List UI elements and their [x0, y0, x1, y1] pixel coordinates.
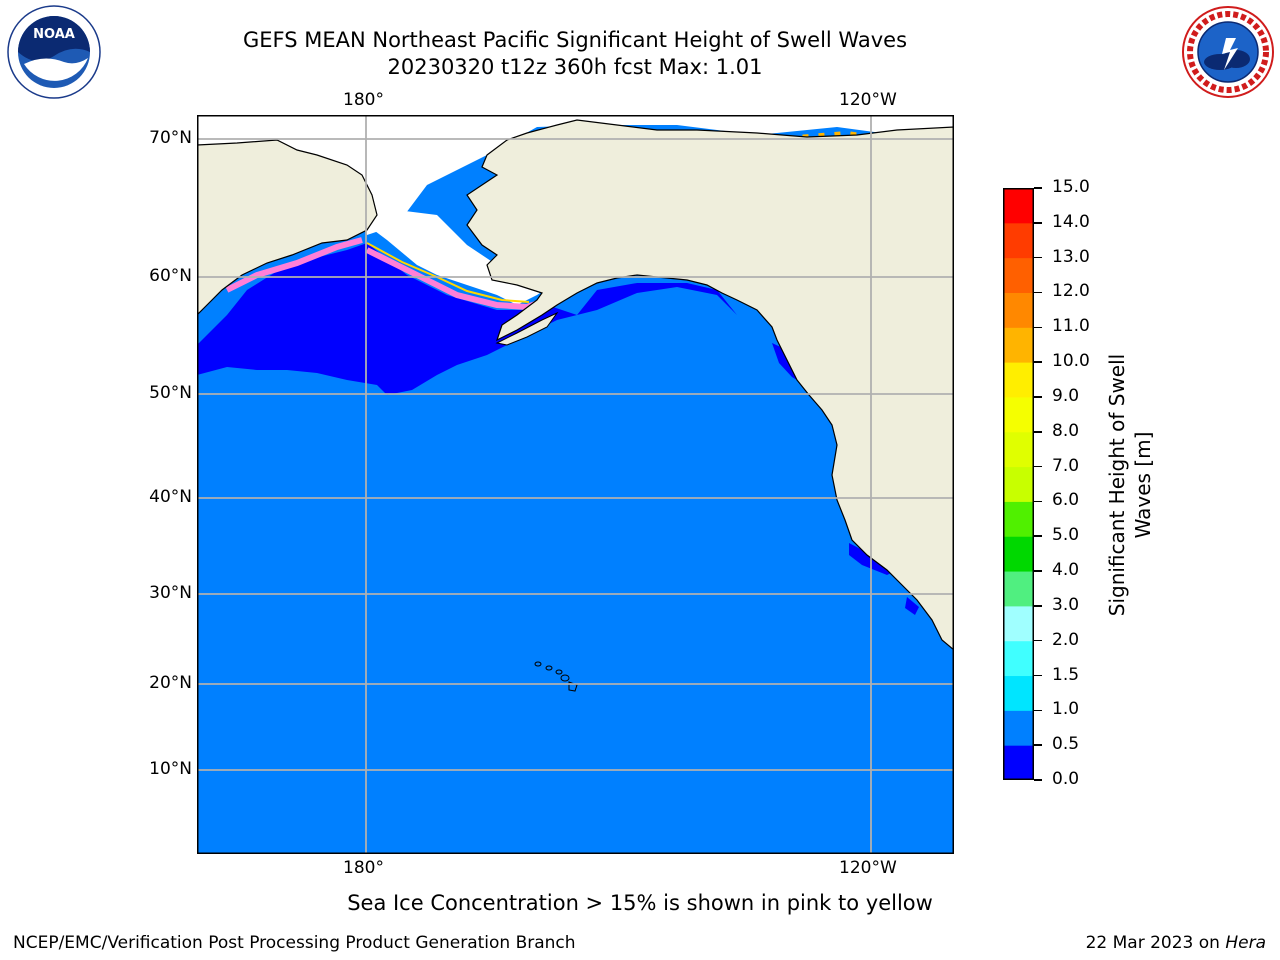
colorbar-tick-mark [1034, 709, 1042, 712]
colorbar-tick-label: 4.0 [1052, 560, 1080, 581]
colorbar-tick-label: 11.0 [1052, 316, 1090, 337]
colorbar-band [1003, 466, 1034, 502]
colorbar-tick-label: 0.5 [1052, 734, 1080, 755]
colorbar-tick-label: 5.0 [1052, 525, 1080, 546]
map-frame [197, 115, 954, 854]
colorbar-band [1003, 605, 1034, 642]
colorbar-band [1003, 327, 1034, 363]
footer-credit: NCEP/EMC/Verification Post Processing Pr… [13, 933, 576, 953]
footer-date: 22 Mar 2023 on Hera [1086, 933, 1266, 953]
colorbar-title: Significant Height of Swell Waves [m] [1104, 305, 1156, 665]
colorbar-tick-label: 10.0 [1052, 351, 1090, 372]
colorbar-tick-mark [1034, 326, 1042, 329]
lon-label-bottom-120w: 120°W [839, 858, 897, 878]
colorbar-tick-label: 1.0 [1052, 699, 1080, 720]
low-swell-coastal-south [905, 597, 919, 615]
colorbar [1003, 188, 1034, 780]
colorbar-tick-label: 13.0 [1052, 246, 1090, 267]
colorbar-tick-label: 12.0 [1052, 281, 1090, 302]
footer-machine: Hera [1225, 933, 1266, 953]
footer-date-text: 22 Mar 2023 on [1085, 933, 1226, 953]
colorbar-band [1003, 188, 1034, 224]
land-ak-peninsula [495, 311, 559, 346]
graticule [197, 115, 954, 854]
colorbar-tick-mark [1034, 570, 1042, 572]
lat-label-20: 20°N [149, 673, 192, 693]
colorbar-band [1003, 396, 1034, 433]
nws-logo [1182, 6, 1274, 98]
lat-label-60: 60°N [149, 266, 192, 286]
lon-label-top-180: 180° [343, 90, 384, 110]
colorbar-tick-label: 3.0 [1052, 594, 1080, 615]
colorbar-band [1003, 710, 1034, 746]
low-swell-region [197, 243, 737, 395]
lat-label-50: 50°N [149, 383, 192, 403]
arctic-ocean-white [197, 115, 954, 235]
colorbar-tick-mark [1034, 779, 1042, 781]
colorbar-band [1003, 745, 1034, 780]
colorbar-tick-label: 0.0 [1052, 769, 1080, 789]
colorbar-tick-mark [1034, 605, 1042, 607]
colorbar-tick-mark [1034, 396, 1042, 398]
colorbar-tick-label: 14.0 [1052, 211, 1090, 232]
colorbar-band [1003, 257, 1034, 293]
colorbar-band [1003, 640, 1034, 677]
lat-label-70: 70°N [149, 128, 192, 148]
colorbar-band [1003, 362, 1034, 398]
colorbar-band [1003, 292, 1034, 328]
colorbar-tick-label: 7.0 [1052, 455, 1080, 476]
land-alaska-canada [466, 119, 954, 651]
colorbar-tick-mark [1034, 744, 1042, 746]
colorbar-band [1003, 536, 1034, 572]
colorbar-tick-mark [1034, 187, 1042, 189]
colorbar-tick-mark [1034, 674, 1042, 677]
colorbar-tick-mark [1034, 535, 1042, 537]
colorbar-tick-label: 1.5 [1052, 664, 1080, 685]
colorbar-tick-mark [1034, 291, 1042, 294]
colorbar-band [1003, 571, 1034, 607]
map-panel [197, 115, 954, 854]
noaa-logo-text: NOAA [33, 27, 75, 42]
colorbar-tick-mark [1034, 431, 1042, 433]
colorbar-tick-label: 8.0 [1052, 420, 1080, 441]
colorbar-tick-label: 6.0 [1052, 490, 1080, 511]
colorbar-band [1003, 431, 1034, 468]
colorbar-frame [1003, 188, 1034, 780]
lon-label-bottom-180: 180° [343, 858, 384, 878]
colorbar-title-line2: Waves [m] [1131, 431, 1155, 539]
colorbar-tick-mark [1034, 361, 1042, 363]
chart-title: GEFS MEAN Northeast Pacific Significant … [242, 28, 908, 52]
colorbar-tick-mark [1034, 500, 1042, 503]
colorbar-tick-mark [1034, 222, 1042, 224]
colorbar-tick-label: 2.0 [1052, 629, 1080, 650]
colorbar-tick-mark [1034, 465, 1042, 468]
colorbar-tick-label: 15.0 [1052, 177, 1090, 197]
lon-label-top-120w: 120°W [839, 90, 897, 110]
colorbar-tick-mark [1034, 256, 1042, 259]
colorbar-band [1003, 675, 1034, 711]
colorbar-band [1003, 222, 1034, 259]
chart-subtitle: 20230320 t12z 360h fcst Max: 1.01 [387, 55, 763, 79]
colorbar-band [1003, 501, 1034, 537]
land-siberia [197, 139, 378, 316]
lat-label-40: 40°N [149, 487, 192, 507]
noaa-logo: NOAA [7, 5, 101, 99]
colorbar-tick-mark [1034, 639, 1042, 642]
map-canvas [197, 115, 954, 854]
sea-ice-note: Sea Ice Concentration > 15% is shown in … [347, 891, 933, 915]
colorbar-tick-label: 9.0 [1052, 385, 1080, 406]
lat-label-10: 10°N [149, 759, 192, 779]
sea-ice-edge-yellow [366, 242, 530, 303]
colorbar-title-line1: Significant Height of Swell [1105, 353, 1129, 617]
lat-label-30: 30°N [149, 583, 192, 603]
